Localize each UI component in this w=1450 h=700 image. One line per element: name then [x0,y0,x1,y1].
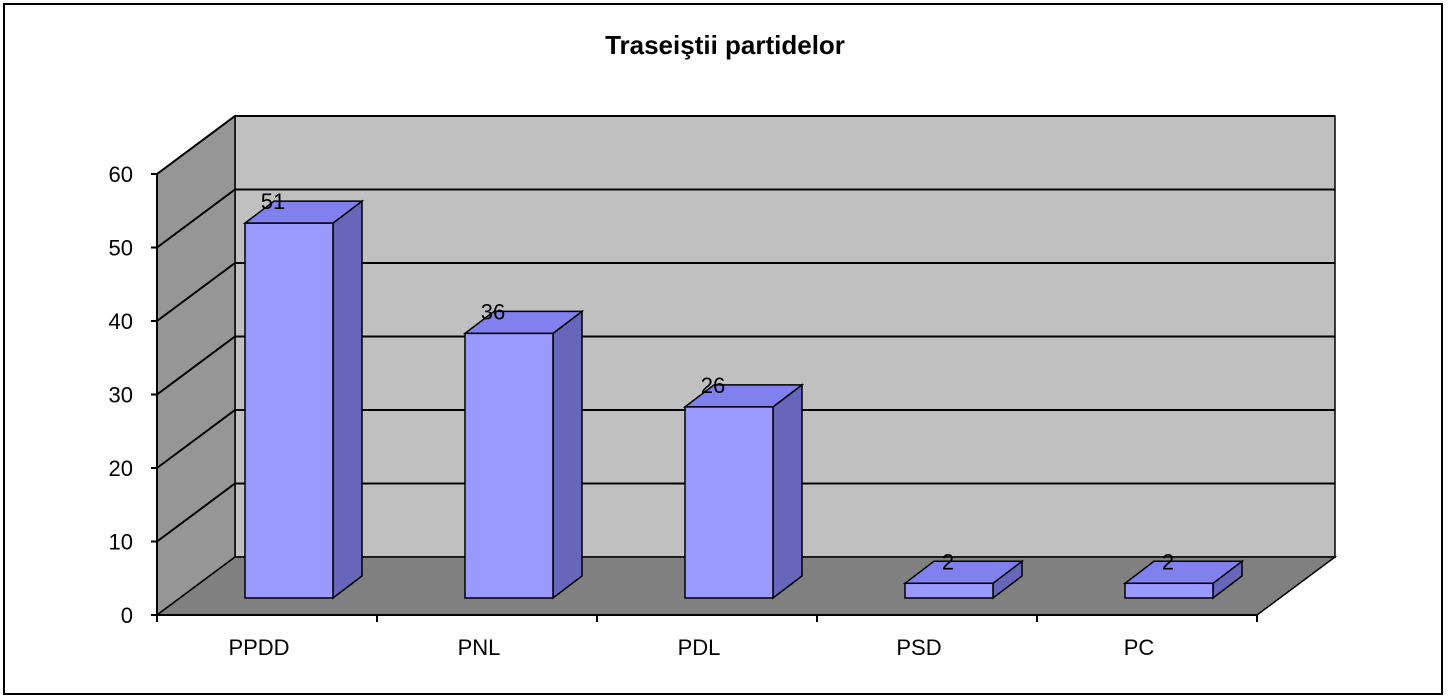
y-tick-label: 10 [109,530,133,555]
y-tick-label: 50 [109,236,133,261]
bar-front [904,582,994,599]
gridline [156,482,1335,543]
x-tick-label: PDL [678,635,721,660]
labels: 0 10 20 30 40 50 60 51 PPDD 36 PNL 26 PDL 2 PSD 2 PC [109,162,1175,660]
bar-psd [902,559,1025,600]
bar-pc [1122,559,1245,600]
bar-pnl [462,309,585,600]
y-tick-label: 40 [109,309,133,334]
bar-side [772,383,803,600]
gridline [156,335,1335,396]
data-label: 26 [701,373,725,398]
data-label: 2 [942,549,954,574]
data-label: 2 [1162,549,1174,574]
x-tick-label: PSD [896,635,941,660]
x-tick-label: PC [1124,635,1155,660]
y-tick-label: 0 [121,603,133,628]
bar-side [552,309,583,600]
data-label: 51 [261,189,285,214]
bar-front [244,222,334,599]
y-tick-label: 60 [109,162,133,187]
x-tick-label: PPDD [228,635,289,660]
gridline [156,188,1335,249]
gridline [156,115,1335,175]
gridline [156,409,1335,469]
y-tick-label: 20 [109,456,133,481]
bar-ppdd [242,199,365,600]
bar-front [464,332,554,599]
axes [151,173,1258,622]
gridlines [156,115,1335,543]
bar-front [684,406,774,599]
bar-pdl [682,383,805,600]
y-tick-label: 30 [109,383,133,408]
bar-front [1124,582,1214,599]
chart-title: Traseiştii partidelor [605,30,845,60]
bars [242,199,1245,600]
gridline [156,262,1335,322]
bar-side [332,199,363,600]
x-tick-label: PNL [458,635,501,660]
data-label: 36 [481,299,505,324]
